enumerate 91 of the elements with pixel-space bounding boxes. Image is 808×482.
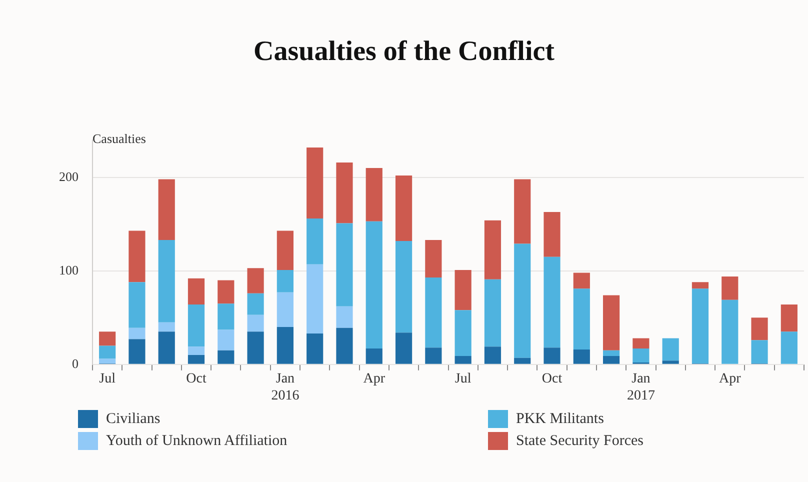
bar bbox=[336, 328, 353, 364]
bar bbox=[306, 264, 324, 334]
x-tick-label: Oct bbox=[542, 371, 562, 386]
bar bbox=[366, 168, 382, 222]
bar bbox=[425, 348, 442, 364]
bar bbox=[336, 162, 353, 224]
bar bbox=[544, 348, 560, 364]
bar bbox=[573, 288, 590, 350]
bar bbox=[188, 304, 205, 347]
x-tick-label: Apr bbox=[718, 371, 742, 386]
legend-label: State Security Forces bbox=[516, 432, 644, 450]
bar bbox=[336, 223, 353, 306]
bar bbox=[158, 332, 175, 364]
bar bbox=[780, 332, 798, 364]
bar bbox=[188, 346, 205, 356]
bar bbox=[484, 346, 502, 364]
bar bbox=[514, 179, 531, 244]
bar bbox=[158, 240, 175, 322]
bar bbox=[306, 147, 324, 219]
legend-label: Youth of Unknown Affiliation bbox=[106, 432, 288, 450]
bar bbox=[780, 304, 798, 332]
bar bbox=[188, 355, 205, 364]
chart-title: Casualties of the Conflict bbox=[252, 36, 556, 68]
bar bbox=[128, 328, 146, 340]
bar bbox=[662, 338, 679, 361]
bar bbox=[514, 244, 531, 358]
x-tick-label: Jul bbox=[454, 371, 472, 386]
bar bbox=[722, 276, 738, 300]
bar bbox=[336, 306, 353, 328]
x-tick-label: Jan 2017 bbox=[626, 371, 655, 404]
bar bbox=[454, 356, 472, 364]
bar bbox=[276, 270, 294, 292]
bar bbox=[603, 356, 620, 364]
bar bbox=[395, 240, 412, 333]
bar bbox=[247, 314, 264, 332]
bar bbox=[128, 282, 146, 328]
bar bbox=[188, 278, 205, 305]
bar bbox=[603, 295, 620, 350]
bar bbox=[632, 338, 650, 349]
x-tick-label: Jan 2016 bbox=[271, 371, 300, 404]
x-tick-label: Jul bbox=[99, 371, 116, 386]
y-tick-label: 0 bbox=[72, 356, 78, 371]
bar bbox=[276, 327, 294, 364]
bar bbox=[128, 230, 146, 282]
bar bbox=[366, 221, 382, 349]
bar bbox=[544, 256, 560, 348]
x-tick-label: Apr bbox=[363, 371, 386, 386]
bar bbox=[395, 332, 412, 364]
bar bbox=[454, 310, 472, 356]
legend-label: Civilians bbox=[106, 410, 160, 428]
bar bbox=[751, 318, 768, 340]
bar bbox=[218, 280, 234, 304]
bar bbox=[484, 279, 502, 347]
bar bbox=[514, 358, 531, 364]
bar bbox=[454, 270, 472, 310]
bar bbox=[425, 277, 442, 348]
bar bbox=[662, 360, 679, 364]
bar bbox=[247, 293, 264, 315]
bar bbox=[218, 330, 234, 350]
bar bbox=[276, 230, 294, 270]
bar bbox=[247, 268, 264, 294]
y-tick-label: 100 bbox=[59, 262, 78, 278]
bar bbox=[276, 292, 294, 327]
x-tick-label: Oct bbox=[186, 371, 206, 386]
bar bbox=[306, 334, 324, 364]
bar bbox=[366, 348, 382, 364]
bar bbox=[128, 339, 146, 364]
y-tick-label: 200 bbox=[59, 168, 78, 184]
bar bbox=[692, 282, 709, 289]
bar bbox=[722, 300, 738, 364]
bar bbox=[158, 179, 175, 240]
bar bbox=[247, 332, 264, 364]
bar bbox=[573, 272, 590, 289]
bar bbox=[544, 212, 560, 257]
bar bbox=[751, 340, 768, 364]
bar bbox=[425, 240, 442, 278]
bar bbox=[573, 349, 590, 364]
bar bbox=[306, 218, 324, 264]
bar bbox=[218, 304, 234, 330]
bar bbox=[99, 332, 116, 346]
bar bbox=[692, 288, 709, 364]
bar bbox=[99, 358, 116, 364]
bar bbox=[99, 346, 116, 359]
bar bbox=[218, 350, 234, 364]
bar bbox=[395, 176, 412, 241]
bar bbox=[158, 322, 175, 332]
bar bbox=[603, 350, 620, 356]
bar bbox=[484, 220, 502, 280]
y-axis-title: Casualties bbox=[92, 130, 146, 146]
legend-label: PKK Militants bbox=[516, 410, 604, 428]
bar bbox=[632, 348, 650, 363]
